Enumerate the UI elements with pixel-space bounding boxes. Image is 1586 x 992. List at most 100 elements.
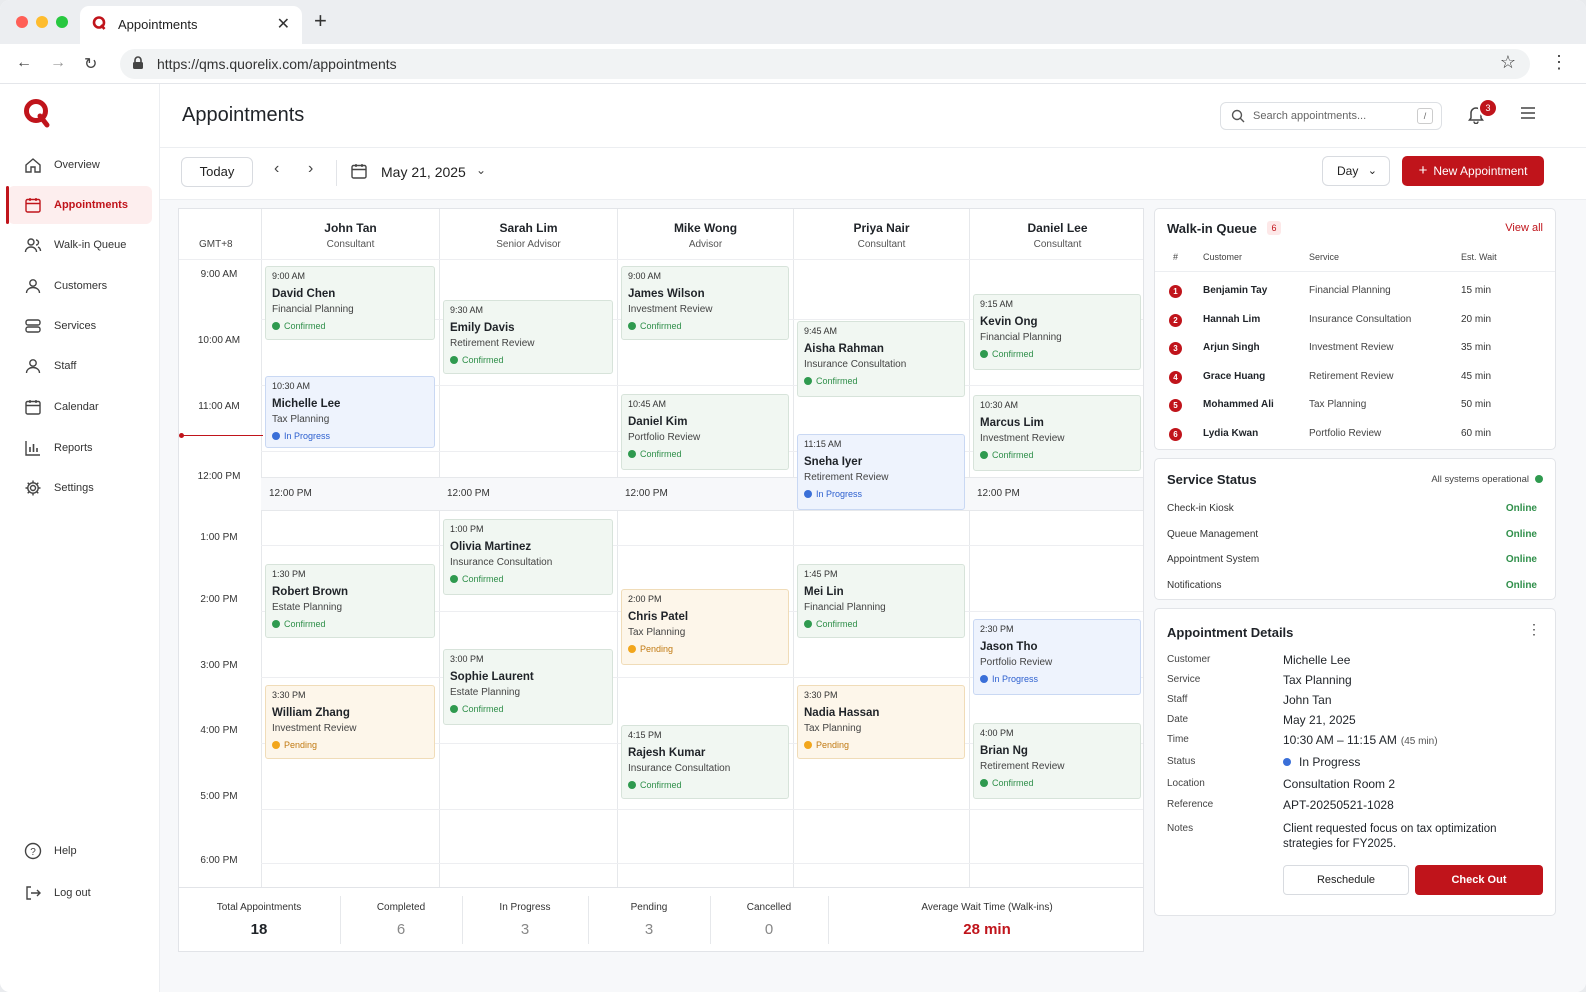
appointment-card[interactable]: 10:30 AM Michelle Lee Tax Planning In Progr… [265, 376, 435, 448]
status-dot-icon [804, 741, 812, 749]
stat-item: Cancelled 0 [711, 888, 827, 952]
queue-service: Portfolio Review [1309, 428, 1382, 439]
detail-value-text: Tax Planning [1283, 673, 1352, 687]
sidebar-item-staff[interactable]: Staff [8, 347, 152, 385]
search-input[interactable]: Search appointments... / [1220, 102, 1442, 130]
appointment-service: Financial Planning [272, 304, 354, 315]
detail-value: APT-20250521-1028 [1283, 798, 1394, 812]
sidebar-item-walk-in-queue[interactable]: Walk-in Queue [8, 226, 152, 264]
appointment-card[interactable]: 9:30 AM Emily Davis Retirement Review Confi… [443, 300, 613, 374]
minimize-window-icon[interactable] [36, 16, 48, 28]
menu-icon[interactable] [1520, 106, 1536, 120]
appointment-card[interactable]: 9:00 AM James Wilson Investment Review Conf… [621, 266, 789, 340]
queue-row[interactable]: 1 Benjamin Tay Financial Planning 15 min [1155, 277, 1555, 305]
service-status-row: Queue Management Online [1167, 529, 1543, 540]
stat-value: 28 min [963, 921, 1011, 938]
reschedule-button[interactable]: Reschedule [1283, 865, 1409, 895]
appointment-card[interactable]: 10:45 AM Daniel Kim Portfolio Review Confir… [621, 394, 789, 470]
new-tab-icon[interactable]: + [314, 8, 327, 33]
bookmark-star-icon[interactable]: ☆ [1499, 52, 1516, 72]
detail-value: May 21, 2025 [1283, 713, 1356, 727]
service-status-row: Appointment System Online [1167, 554, 1543, 565]
detail-duration: (45 min) [1400, 736, 1438, 747]
queue-row[interactable]: 2 Hannah Lim Insurance Consultation 20 min [1155, 306, 1555, 334]
appointment-time: 4:15 PM [628, 730, 662, 740]
maximize-window-icon[interactable] [56, 16, 68, 28]
time-label: 9:00 AM [200, 269, 238, 280]
sidebar: Overview Appointments Walk-in Queue Custome… [0, 84, 160, 992]
appointment-card[interactable]: 9:00 AM David Chen Financial Planning Confi… [265, 266, 435, 340]
sidebar-item-settings[interactable]: Settings [8, 469, 152, 507]
check-out-button[interactable]: Check Out [1415, 865, 1543, 895]
staff-name: Priya Nair [853, 221, 910, 235]
browser-menu-icon[interactable]: ⋮ [1550, 52, 1568, 72]
browser-tab[interactable]: Appointments ✕ [80, 6, 302, 44]
today-button[interactable]: Today [181, 157, 253, 187]
status-text: Pending [284, 740, 318, 750]
detail-value: Michelle Lee [1283, 653, 1350, 667]
chevron-down-icon[interactable]: ⌄ [476, 163, 487, 177]
hour-gridline [261, 863, 1143, 864]
appointment-time: 9:15 AM [980, 299, 1014, 309]
more-options-icon[interactable]: ⋮ [1527, 621, 1541, 637]
queue-row[interactable]: 3 Arjun Singh Investment Review 35 min [1155, 334, 1555, 362]
status-badge: Confirmed [804, 376, 958, 386]
appointment-card[interactable]: 1:45 PM Mei Lin Financial Planning Confirme… [797, 564, 965, 638]
sidebar-item-overview[interactable]: Overview [8, 146, 152, 184]
queue-row[interactable]: 5 Mohammed Ali Tax Planning 50 min [1155, 391, 1555, 419]
reload-icon[interactable]: ↻ [84, 56, 98, 73]
appointment-customer: Michelle Lee [272, 398, 341, 410]
sidebar-item-label: Overview [54, 159, 100, 171]
url-field[interactable]: https://qms.quorelix.com/appointments ☆ [120, 49, 1530, 79]
service-online-status: Online [1505, 579, 1537, 591]
back-icon[interactable]: ← [16, 54, 32, 71]
sidebar-item-appointments[interactable]: Appointments [6, 186, 152, 224]
service-online-status: Online [1505, 554, 1537, 565]
tab-bar: Appointments ✕ + [0, 0, 1586, 44]
next-day-icon[interactable]: › [308, 160, 314, 177]
appointment-card[interactable]: 4:15 PM Rajesh Kumar Insurance Consultatio… [621, 725, 789, 799]
appointment-time: 2:00 PM [628, 594, 662, 604]
forward-icon[interactable]: → [50, 54, 66, 71]
view-all-link[interactable]: View all [1505, 222, 1543, 234]
close-window-icon[interactable] [16, 16, 28, 28]
appointment-card[interactable]: 2:30 PM Jason Tho Portfolio Review In Progr… [973, 619, 1141, 695]
appointment-card[interactable]: 2:00 PM Chris Patel Tax Planning Pending [621, 589, 789, 665]
appointment-card[interactable]: 3:00 PM Sophie Laurent Estate Planning Conf… [443, 649, 613, 725]
new-appointment-button[interactable]: + New Appointment [1402, 156, 1544, 186]
appointment-card[interactable]: 9:15 AM Kevin Ong Financial Planning Confir… [973, 294, 1141, 370]
time-label: 5:00 PM [200, 791, 238, 802]
queue-position-badge: 3 [1169, 342, 1182, 356]
prev-day-icon[interactable]: ‹ [274, 160, 280, 177]
calendar-icon[interactable] [350, 162, 368, 180]
appointment-customer: James Wilson [628, 288, 705, 300]
appointment-card[interactable]: 1:00 PM Olivia Martinez Insurance Consulta… [443, 519, 613, 595]
appointment-card[interactable]: 1:30 PM Robert Brown Estate Planning Confir… [265, 564, 435, 638]
logout-link[interactable]: Log out [8, 874, 152, 912]
detail-value-text: In Progress [1299, 755, 1361, 769]
queue-row[interactable]: 6 Lydia Kwan Portfolio Review 60 min [1155, 420, 1555, 448]
sidebar-item-services[interactable]: Services [8, 307, 152, 345]
selected-date[interactable]: May 21, 2025 [381, 164, 466, 180]
staff-name: Sarah Lim [499, 221, 558, 235]
sidebar-item-calendar[interactable]: Calendar [8, 388, 152, 426]
help-link[interactable]: ? Help [8, 832, 152, 870]
queue-row[interactable]: 4 Grace Huang Retirement Review 45 min [1155, 363, 1555, 391]
appointment-card[interactable]: 11:15 AM Sneha Iyer Retirement Review In Pr… [797, 434, 965, 510]
appointment-card[interactable]: 3:30 PM William Zhang Investment Review Pen… [265, 685, 435, 759]
sidebar-item-label: Staff [54, 360, 77, 372]
appointment-card[interactable]: 10:30 AM Marcus Lim Investment Review Confi… [973, 395, 1141, 471]
appointment-card[interactable]: 9:45 AM Aisha Rahman Insurance Consultatio… [797, 321, 965, 397]
sidebar-item-customers[interactable]: Customers [8, 267, 152, 305]
view-select[interactable]: Day ⌄ [1322, 156, 1390, 186]
sidebar-item-reports[interactable]: Reports [8, 429, 152, 467]
detail-value: Tax Planning [1283, 673, 1352, 687]
appointment-card[interactable]: 4:00 PM Brian Ng Retirement Review Confirme… [973, 723, 1141, 799]
appointment-time: 1:45 PM [804, 569, 838, 579]
close-tab-icon[interactable]: ✕ [276, 16, 290, 33]
status-badge: Confirmed [628, 449, 782, 459]
appointment-card[interactable]: 3:30 PM Nadia Hassan Tax Planning Pending [797, 685, 965, 759]
status-text: Pending [640, 644, 674, 654]
detail-value-text: Consultation Room 2 [1283, 777, 1396, 791]
queue-wait: 60 min [1461, 428, 1492, 439]
